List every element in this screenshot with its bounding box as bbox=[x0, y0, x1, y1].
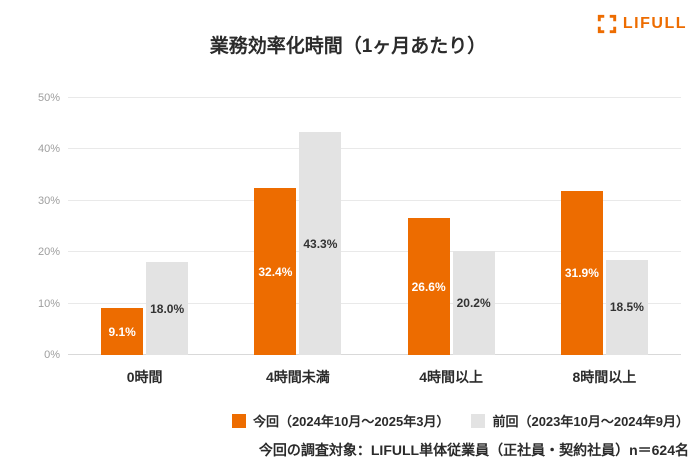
bar-current-period: 32.4% bbox=[254, 188, 297, 355]
y-tick-label: 50% bbox=[37, 92, 60, 104]
bar-group: 31.9% 18.5% 8時間以上 bbox=[560, 98, 648, 385]
legend-swatch bbox=[471, 413, 486, 428]
category-label: 4時間未満 bbox=[265, 369, 330, 385]
y-tick-label: 10% bbox=[37, 297, 60, 310]
survey-note: 今回の調査対象：LIFULL単体従業員（正社員・契約社員）n＝624名 bbox=[258, 442, 689, 458]
bar-current-period: 26.6% bbox=[407, 218, 450, 355]
y-tick-label: 30% bbox=[37, 194, 60, 207]
gridline bbox=[68, 148, 681, 150]
value-label: 9.1% bbox=[108, 324, 136, 339]
bar-chart: 0% 10% 20% 30% 40% 50% 9.1% 18.0% 0時間 32.4% 43.3%… bbox=[38, 92, 681, 385]
chart-title: 業務効率化時間（1ヶ月あたり） bbox=[209, 36, 487, 57]
y-tick-label: 40% bbox=[37, 143, 60, 156]
bar-current-period: 9.1% bbox=[101, 308, 144, 355]
legend-item: 前回（2023年10月〜2024年9月） bbox=[471, 411, 689, 430]
x-axis-line bbox=[68, 354, 681, 355]
y-tick-label: 20% bbox=[37, 246, 60, 259]
gridline bbox=[68, 302, 681, 304]
value-label: 18.5% bbox=[609, 300, 644, 315]
bar-group: 26.6% 20.2% 4時間以上 bbox=[407, 98, 495, 385]
legend-swatch bbox=[231, 413, 246, 428]
value-label: 20.2% bbox=[456, 296, 491, 311]
logo-text: LIFULL bbox=[622, 15, 687, 32]
legend: 今回（2024年10月〜2025年3月） 前回（2023年10月〜2024年9月） bbox=[231, 411, 689, 430]
bar-groups: 9.1% 18.0% 0時間 32.4% 43.3% 4時間未満 26.6% 20.2% 4時間… bbox=[68, 98, 681, 385]
bar-previous-period: 20.2% bbox=[452, 251, 495, 355]
bar-previous-period: 43.3% bbox=[299, 132, 342, 355]
legend-label: 前回（2023年10月〜2024年9月） bbox=[492, 414, 689, 429]
category-label: 0時間 bbox=[126, 369, 163, 385]
viewfinder-brackets-icon bbox=[597, 14, 617, 34]
bar-previous-period: 18.5% bbox=[605, 259, 648, 355]
category-label: 4時間以上 bbox=[419, 369, 484, 385]
category-label: 8時間以上 bbox=[572, 369, 637, 385]
gridline bbox=[68, 199, 681, 201]
bar-group: 32.4% 43.3% 4時間未満 bbox=[254, 98, 342, 385]
value-label: 32.4% bbox=[258, 264, 293, 279]
bar-group: 9.1% 18.0% 0時間 bbox=[101, 98, 189, 385]
lifull-logo: LIFULL bbox=[596, 13, 687, 35]
gridline bbox=[68, 251, 681, 253]
y-tick-label: 0% bbox=[44, 349, 60, 361]
value-label: 31.9% bbox=[564, 266, 599, 281]
legend-label: 今回（2024年10月〜2025年3月） bbox=[252, 414, 450, 429]
bar-previous-period: 18.0% bbox=[146, 262, 189, 355]
plot-area: 0% 10% 20% 30% 40% 50% bbox=[38, 92, 681, 361]
legend-item: 今回（2024年10月〜2025年3月） bbox=[231, 411, 450, 430]
bar-current-period: 31.9% bbox=[560, 191, 603, 355]
value-label: 26.6% bbox=[411, 279, 446, 294]
gridline bbox=[68, 97, 681, 98]
value-label: 18.0% bbox=[150, 301, 185, 316]
value-label: 43.3% bbox=[303, 236, 338, 251]
